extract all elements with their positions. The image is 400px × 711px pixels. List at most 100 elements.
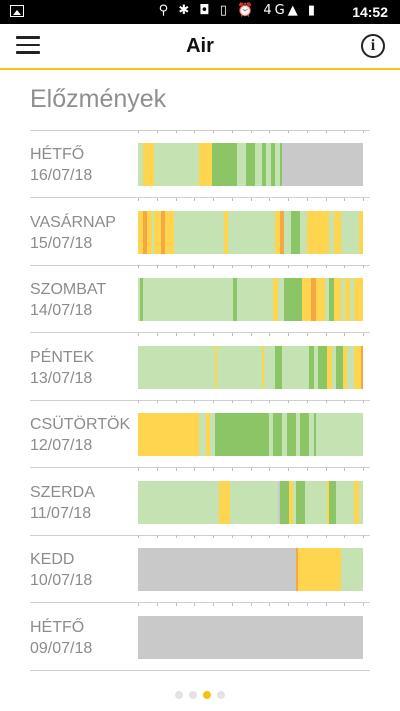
timeline-segment [277, 480, 281, 524]
timeline-segment [198, 413, 207, 456]
timeline-segment [216, 345, 263, 389]
status-icons: ⚲ ✱ ◘ ▯ ⏰ 4G▲ ▮ [158, 3, 318, 18]
timeline-segment [237, 143, 247, 186]
timeline-segment [336, 480, 355, 524]
timeline-segment [268, 413, 274, 456]
timeline-segment [214, 345, 218, 389]
page-dot[interactable] [217, 691, 225, 699]
app-title: Air [186, 35, 214, 57]
day-label: CSÜTÖRTÖK [30, 416, 131, 433]
timeline-segment [327, 480, 330, 524]
history-row[interactable]: HÉTFŐ 09/07/18 [30, 602, 370, 671]
history-row[interactable]: PÉNTEK 13/07/18 [30, 332, 370, 401]
page-dot[interactable] [203, 691, 211, 699]
timeline-segment [284, 278, 303, 321]
timeline-segment [153, 143, 200, 186]
timeline-segment [198, 143, 213, 186]
timeline-segment [354, 345, 362, 389]
timeline-segment [261, 345, 265, 389]
timeline-segment [295, 480, 306, 524]
timeline-segment [336, 345, 344, 389]
day-label: KEDD [30, 551, 75, 568]
timeline-segment [264, 345, 276, 389]
timeline-segment [286, 413, 297, 456]
timeline-segment [261, 143, 267, 186]
timeline-segment [329, 480, 337, 524]
timeline-segment [331, 345, 337, 389]
menu-icon[interactable] [16, 36, 40, 56]
timeline-segment [174, 210, 225, 254]
timeline-segment [214, 413, 270, 456]
image-notification-icon [10, 5, 24, 17]
timeline-segment [138, 278, 141, 321]
info-icon[interactable]: i [361, 34, 385, 58]
timeline-segment [138, 480, 220, 524]
timeline-segment [228, 210, 276, 254]
date-label: 12/07/18 [30, 437, 93, 454]
timeline-segment [295, 413, 301, 456]
timeline-segment [279, 143, 283, 186]
divider [30, 130, 370, 131]
timeline-segment [279, 480, 290, 524]
date-label: 14/07/18 [30, 302, 93, 319]
timeline-segment [138, 345, 216, 389]
timeline-segment [282, 143, 363, 186]
timeline-segment [329, 210, 335, 254]
timeline-segment [138, 615, 363, 659]
timeline-segment [295, 548, 299, 591]
date-label: 11/07/18 [30, 504, 92, 522]
page-dot[interactable] [175, 691, 183, 699]
air-quality-timeline [138, 548, 363, 591]
page-indicator [0, 686, 400, 704]
timeline-segment [282, 345, 310, 389]
history-row[interactable]: SZOMBAT 14/07/18 [30, 265, 370, 333]
timeline-segment [277, 278, 285, 321]
timeline-segment [205, 413, 211, 456]
timeline-segment [275, 143, 281, 186]
timeline-segment [300, 413, 310, 456]
history-row[interactable]: HÉTFŐ 16/07/18 [30, 130, 370, 198]
history-row[interactable]: SZERDA 11/07/18 [30, 467, 370, 536]
air-quality-timeline [138, 413, 363, 456]
timeline-segment [297, 548, 342, 591]
air-quality-timeline [138, 210, 363, 254]
timeline-segment [232, 278, 238, 321]
timeline-segment [327, 345, 333, 389]
timeline-segment [349, 278, 355, 321]
timeline-segment [340, 548, 363, 591]
timeline-segment [313, 413, 317, 456]
timeline-segment [313, 345, 319, 389]
timeline-segment [324, 278, 330, 321]
timeline-segment [237, 278, 274, 321]
hour-ticks [138, 332, 364, 337]
hour-ticks [138, 535, 364, 539]
date-label: 13/07/18 [30, 369, 93, 387]
timeline-segment [270, 143, 276, 186]
day-label: SZOMBAT [30, 281, 107, 298]
timeline-segment [153, 210, 162, 254]
timeline-segment [300, 210, 308, 254]
timeline-segment [333, 278, 342, 321]
timeline-segment [151, 210, 155, 254]
day-label: PÉNTEK [30, 348, 95, 366]
timeline-segment [309, 413, 315, 456]
timeline-segment [291, 210, 301, 254]
history-row[interactable]: KEDD 10/07/18 [30, 535, 370, 603]
hour-ticks [138, 400, 364, 404]
air-quality-timeline [138, 345, 363, 389]
timeline-segment [315, 413, 363, 456]
date-label: 10/07/18 [30, 572, 93, 589]
history-row[interactable]: VASÁRNAP 15/07/18 [30, 197, 370, 266]
timeline-segment [219, 480, 231, 524]
timeline-segment [140, 278, 144, 321]
timeline-segment [138, 143, 144, 186]
timeline-segment [333, 210, 342, 254]
date-label: 09/07/18 [30, 639, 93, 657]
hour-ticks [138, 130, 364, 134]
timeline-segment [142, 210, 148, 254]
timeline-segment [160, 210, 166, 254]
day-label: HÉTFŐ [30, 146, 85, 163]
history-row[interactable]: CSÜTÖRTÖK 12/07/18 [30, 400, 370, 468]
page-dot[interactable] [189, 691, 197, 699]
timeline-segment [345, 278, 351, 321]
